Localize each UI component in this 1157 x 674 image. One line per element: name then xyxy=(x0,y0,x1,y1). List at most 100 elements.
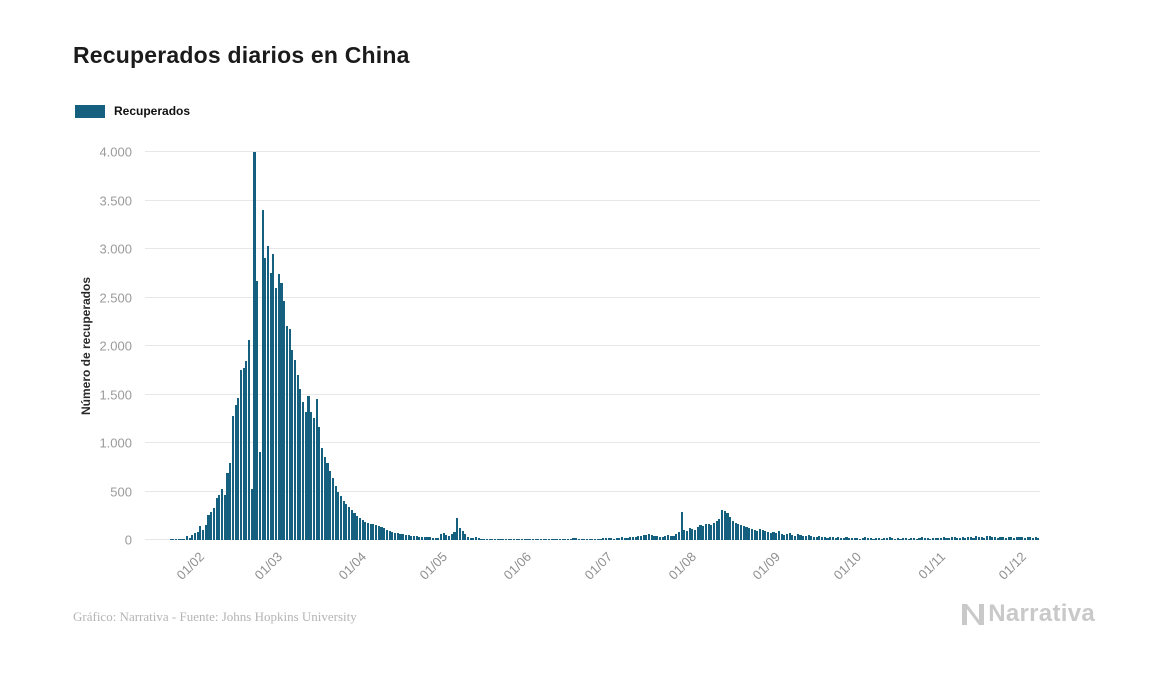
bar xyxy=(323,456,326,540)
bar xyxy=(645,534,648,540)
bar xyxy=(220,488,224,540)
bar xyxy=(642,535,645,540)
bar xyxy=(667,535,670,540)
bar xyxy=(410,535,413,540)
x-tick-label: 01/02 xyxy=(173,549,207,583)
bar xyxy=(399,533,402,540)
bar xyxy=(712,522,716,540)
bar xyxy=(1023,537,1026,540)
bar xyxy=(531,539,534,540)
bar xyxy=(566,538,570,540)
bar xyxy=(575,538,578,540)
bar xyxy=(1021,537,1024,540)
bar xyxy=(996,537,999,540)
bar xyxy=(672,536,675,540)
bar xyxy=(212,508,215,540)
bar xyxy=(215,498,218,540)
bar xyxy=(1007,537,1010,540)
bar xyxy=(172,539,175,540)
bar xyxy=(837,537,840,540)
y-tick-label: 1.000 xyxy=(99,435,132,451)
y-tick-label: 3.000 xyxy=(99,241,132,257)
bar xyxy=(891,538,894,540)
narrativa-brand: Narrativa xyxy=(961,600,1095,628)
bar xyxy=(850,537,853,540)
gridline xyxy=(145,296,1040,298)
bar xyxy=(683,530,686,540)
bar xyxy=(183,539,186,540)
bar xyxy=(196,531,199,540)
bar xyxy=(480,538,483,540)
bar xyxy=(1010,536,1013,540)
bar xyxy=(491,539,494,540)
bar xyxy=(334,485,337,540)
bar xyxy=(248,339,251,540)
bar xyxy=(494,539,497,540)
bar xyxy=(239,370,243,540)
bar xyxy=(561,539,564,540)
bar xyxy=(377,526,380,540)
bar xyxy=(496,539,499,540)
bar xyxy=(258,452,261,540)
y-tick-label: 1.500 xyxy=(99,387,132,402)
bar xyxy=(210,511,213,540)
bar xyxy=(466,537,470,540)
bar xyxy=(318,426,321,540)
bar xyxy=(631,536,634,540)
bar xyxy=(599,538,602,540)
bar xyxy=(742,526,745,540)
bar xyxy=(907,538,910,540)
bar xyxy=(991,536,994,540)
bar xyxy=(737,524,740,540)
bar xyxy=(745,527,748,540)
bar xyxy=(618,537,621,540)
bar xyxy=(383,528,386,540)
bar xyxy=(350,509,353,540)
gridline xyxy=(145,490,1040,492)
bar xyxy=(1029,536,1032,540)
bar xyxy=(404,534,407,540)
bar xyxy=(548,539,551,540)
bar xyxy=(475,536,478,540)
bar xyxy=(280,282,283,540)
bar xyxy=(810,536,813,540)
bar xyxy=(634,537,637,540)
bar xyxy=(458,528,461,540)
page-title: Recuperados diarios en China xyxy=(73,42,410,68)
bar xyxy=(391,532,394,540)
bar xyxy=(485,539,488,540)
bar xyxy=(899,538,902,540)
narrativa-logo-icon xyxy=(962,603,985,625)
bar xyxy=(883,538,886,540)
bar xyxy=(612,538,616,540)
bar xyxy=(353,512,356,540)
bar xyxy=(926,538,929,540)
bar xyxy=(829,537,832,540)
gridline xyxy=(145,199,1040,201)
bar xyxy=(710,525,713,540)
bar xyxy=(418,536,421,540)
bar xyxy=(788,533,791,540)
y-tick-label: 2.000 xyxy=(99,338,132,354)
bar xyxy=(731,520,734,540)
bar xyxy=(807,534,810,540)
bar xyxy=(977,536,980,540)
bar xyxy=(315,399,318,540)
bar xyxy=(950,536,953,540)
bar xyxy=(499,538,502,540)
bar xyxy=(558,538,561,540)
bar xyxy=(439,534,443,540)
bar xyxy=(942,537,945,540)
x-tick-label: 01/05 xyxy=(416,549,451,583)
bar xyxy=(777,531,780,540)
bar xyxy=(393,532,397,540)
bar xyxy=(888,537,891,540)
bar xyxy=(545,538,548,540)
bar xyxy=(412,536,416,540)
bar xyxy=(234,405,237,540)
bar xyxy=(910,538,913,540)
bar xyxy=(915,538,918,540)
bar xyxy=(512,539,516,540)
bar xyxy=(477,538,480,540)
